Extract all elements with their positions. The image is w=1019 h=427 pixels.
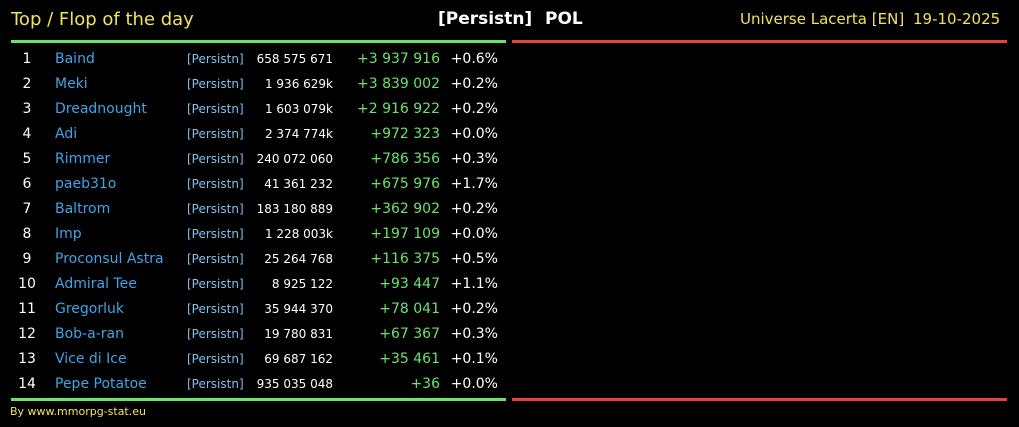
gain: +972 323 xyxy=(370,126,440,142)
gain: +197 109 xyxy=(370,226,440,242)
player-alliance: [Persistn] xyxy=(187,202,244,216)
percent: +0.1% xyxy=(450,351,498,367)
player-alliance: [Persistn] xyxy=(187,352,244,366)
points: 1 936 629k xyxy=(264,77,333,91)
percent: +0.5% xyxy=(450,251,498,267)
gain: +3 937 916 xyxy=(357,51,440,67)
player-alliance: [Persistn] xyxy=(187,252,244,266)
universe: Universe Lacerta [EN] xyxy=(740,10,905,28)
rank: 4 xyxy=(22,126,32,142)
alliance-tag: [Persistn] xyxy=(438,9,533,29)
points: 240 072 060 xyxy=(256,152,333,166)
player-name: Rimmer xyxy=(55,151,111,167)
points: 69 687 162 xyxy=(264,352,333,366)
gain: +67 367 xyxy=(379,326,440,342)
percent: +0.0% xyxy=(450,126,498,142)
player-name: Adi xyxy=(55,126,78,142)
gain: +2 916 922 xyxy=(357,101,440,117)
rank: 7 xyxy=(22,201,32,217)
rank: 12 xyxy=(18,326,36,342)
points: 1 603 079k xyxy=(264,102,333,116)
gain: +362 902 xyxy=(370,201,440,217)
points: 8 925 122 xyxy=(271,277,333,291)
player-alliance: [Persistn] xyxy=(187,302,244,316)
player-name: Gregorluk xyxy=(55,301,124,317)
gain: +3 839 002 xyxy=(357,76,440,92)
rank: 10 xyxy=(18,276,36,292)
player-alliance: [Persistn] xyxy=(187,77,244,91)
player-alliance: [Persistn] xyxy=(187,277,244,291)
gain: +36 xyxy=(410,376,440,392)
percent: +0.6% xyxy=(450,51,498,67)
percent: +0.3% xyxy=(450,326,498,342)
percent: +1.7% xyxy=(450,176,498,192)
player-name: Proconsul Astra xyxy=(55,251,164,267)
gain: +786 356 xyxy=(370,151,440,167)
percent: +0.2% xyxy=(450,301,498,317)
percent: +0.2% xyxy=(450,101,498,117)
rank: 1 xyxy=(22,51,32,67)
rank: 2 xyxy=(22,76,32,92)
rank: 9 xyxy=(22,251,32,267)
rank: 14 xyxy=(18,376,36,392)
points: 19 780 831 xyxy=(264,327,333,341)
player-name: Dreadnought xyxy=(55,101,147,117)
gain: +35 461 xyxy=(379,351,440,367)
player-alliance: [Persistn] xyxy=(187,327,244,341)
player-alliance: [Persistn] xyxy=(187,102,244,116)
gain: +116 375 xyxy=(370,251,440,267)
rank: 11 xyxy=(18,301,36,317)
gain: +93 447 xyxy=(379,276,440,292)
percent: +0.3% xyxy=(450,151,498,167)
points: 1 228 003k xyxy=(264,227,333,241)
player-name: Admiral Tee xyxy=(55,276,137,292)
player-alliance: [Persistn] xyxy=(187,227,244,241)
top-rule-red xyxy=(512,40,1007,43)
points: 2 374 774k xyxy=(264,127,333,141)
date: 19-10-2025 xyxy=(913,10,1001,28)
percent: +0.2% xyxy=(450,76,498,92)
player-name: Imp xyxy=(55,226,82,242)
gain: +675 976 xyxy=(370,176,440,192)
top-rule-green xyxy=(11,40,506,43)
rank: 13 xyxy=(18,351,36,367)
rank: 3 xyxy=(22,101,32,117)
percent: +1.1% xyxy=(450,276,498,292)
rank: 8 xyxy=(22,226,32,242)
points: 25 264 768 xyxy=(264,252,333,266)
player-name: Pepe Potatoe xyxy=(55,376,147,392)
points: 183 180 889 xyxy=(256,202,333,216)
player-name: Meki xyxy=(55,76,88,92)
points: 41 361 232 xyxy=(264,177,333,191)
player-name: Vice di Ice xyxy=(55,351,127,367)
points: 35 944 370 xyxy=(264,302,333,316)
percent: +0.0% xyxy=(450,226,498,242)
player-alliance: [Persistn] xyxy=(187,52,244,66)
gain: +78 041 xyxy=(379,301,440,317)
player-alliance: [Persistn] xyxy=(187,127,244,141)
player-alliance: [Persistn] xyxy=(187,152,244,166)
player-alliance: [Persistn] xyxy=(187,177,244,191)
points: 658 575 671 xyxy=(256,52,333,66)
player-name: Bob-a-ran xyxy=(55,326,124,342)
percent: +0.0% xyxy=(450,376,498,392)
points: 935 035 048 xyxy=(256,377,333,391)
bottom-rule-red xyxy=(512,398,1007,401)
player-name: Baltrom xyxy=(55,201,111,217)
percent: +0.2% xyxy=(450,201,498,217)
player-alliance: [Persistn] xyxy=(187,377,244,391)
rank: 5 xyxy=(22,151,32,167)
player-name: paeb31o xyxy=(55,176,117,192)
bottom-rule-green xyxy=(11,398,506,401)
player-name: Baind xyxy=(55,51,95,67)
credit: By www.mmorpg-stat.eu xyxy=(10,405,146,418)
title: Top / Flop of the day xyxy=(11,9,194,30)
rank: 6 xyxy=(22,176,32,192)
country: POL xyxy=(545,9,583,29)
